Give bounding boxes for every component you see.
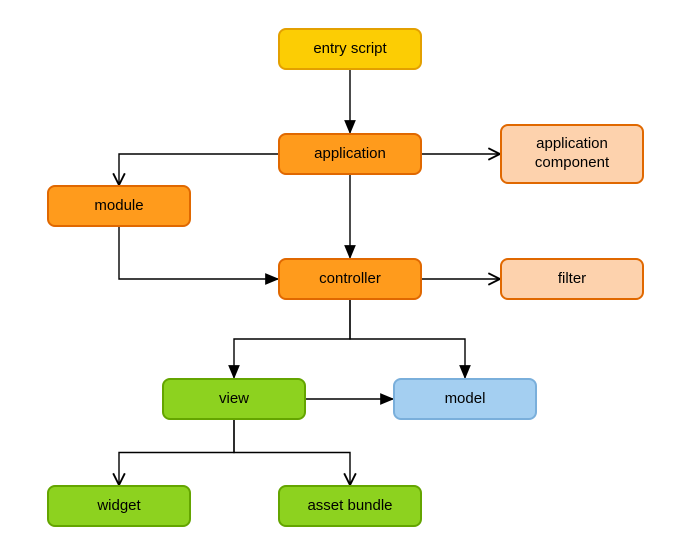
node-application: application [278, 133, 422, 175]
edge-controller-to-view [234, 300, 350, 378]
edge-application-to-module [119, 154, 278, 185]
node-model: model [393, 378, 537, 420]
diagram-canvas: entry script application application com… [0, 0, 700, 555]
node-entry-script: entry script [278, 28, 422, 70]
node-label: application component [508, 135, 636, 173]
node-label: view [219, 390, 249, 409]
node-view: view [162, 378, 306, 420]
node-widget: widget [47, 485, 191, 527]
edge-module-to-controller [119, 227, 278, 279]
edge-view-to-widget [119, 420, 234, 485]
node-module: module [47, 185, 191, 227]
node-label: asset bundle [307, 497, 392, 516]
edge-controller-to-model [350, 300, 465, 378]
node-label: application [314, 145, 386, 164]
node-label: widget [97, 497, 140, 516]
node-label: entry script [313, 40, 386, 59]
node-asset-bundle: asset bundle [278, 485, 422, 527]
node-filter: filter [500, 258, 644, 300]
node-application-component: application component [500, 124, 644, 184]
node-controller: controller [278, 258, 422, 300]
node-label: filter [558, 270, 586, 289]
node-label: model [445, 390, 486, 409]
node-label: module [94, 197, 143, 216]
node-label: controller [319, 270, 381, 289]
edge-view-to-asset_bundle [234, 420, 350, 485]
